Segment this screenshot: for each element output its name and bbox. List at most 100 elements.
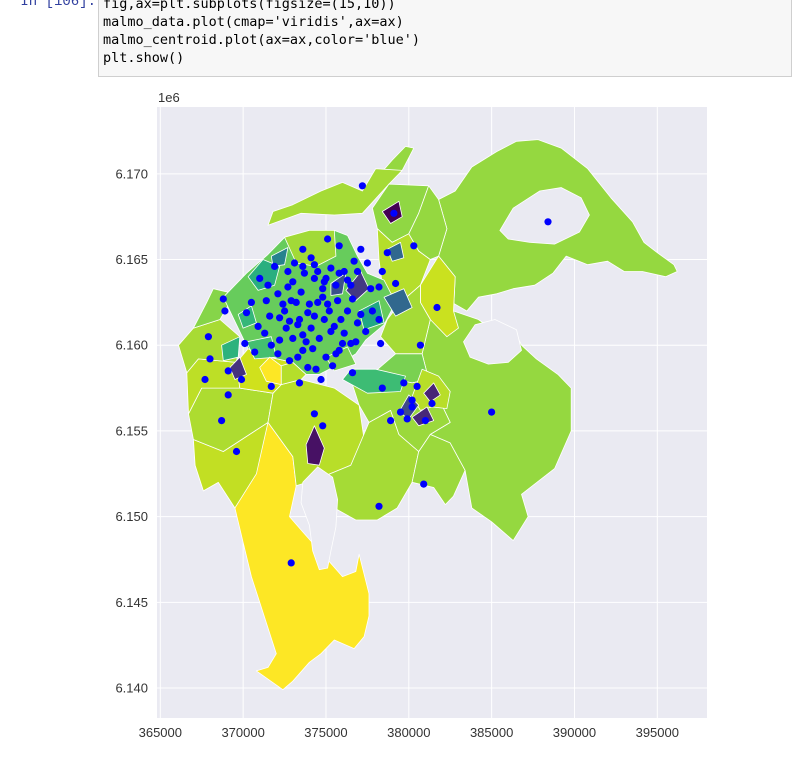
y-offset-text: 1e6 — [158, 90, 180, 105]
centroid-point — [310, 274, 318, 282]
centroid-point — [218, 417, 226, 425]
code-line-4: plt.show() — [103, 50, 185, 66]
region-dark-11 — [423, 382, 441, 403]
centroid-points — [201, 182, 552, 567]
centroid-point — [300, 269, 308, 277]
hole-south-hole — [300, 466, 339, 571]
region-dark-3 — [229, 356, 247, 380]
centroid-point — [358, 182, 366, 190]
centroid-point — [375, 315, 383, 324]
centroid-point — [299, 331, 307, 339]
centroid-point — [375, 502, 383, 510]
centroid-point — [204, 333, 212, 341]
centroid-point — [221, 307, 229, 315]
region-strip-teal — [342, 368, 406, 394]
centroid-point — [237, 375, 246, 384]
centroid-point — [327, 327, 335, 336]
centroid-point — [378, 267, 386, 276]
centroid-point — [314, 298, 322, 306]
code-cell[interactable]: fig,ax=plt.subplots(figsize=(15,10)) mal… — [98, 0, 792, 77]
centroid-point — [350, 257, 358, 265]
centroid-point — [219, 295, 227, 303]
centroid-point — [285, 357, 294, 365]
centroid-point — [410, 242, 418, 250]
centroid-point — [433, 303, 441, 312]
centroid-point — [375, 283, 383, 291]
centroid-point — [324, 300, 332, 308]
region-dark-5 — [305, 425, 325, 466]
centroid-point — [343, 276, 352, 284]
centroid-point — [290, 259, 299, 267]
centroid-point — [347, 281, 355, 289]
centroid-point — [297, 288, 305, 296]
centroid-point — [274, 290, 282, 298]
centroid-point — [310, 410, 318, 418]
region-north-5 — [408, 185, 448, 260]
centroid-point — [310, 312, 318, 320]
centroid-point — [276, 314, 284, 322]
y-tick-label: 6.155 — [115, 423, 148, 438]
centroid-point — [242, 309, 251, 317]
centroid-point — [284, 267, 292, 276]
centroid-point — [294, 321, 302, 329]
centroid-point — [378, 384, 386, 392]
centroid-point — [289, 278, 297, 286]
region-dark-9 — [270, 247, 289, 267]
region-south-yellow — [217, 421, 370, 691]
centroid-point — [408, 396, 416, 404]
centroid-point — [348, 295, 357, 303]
region-center-d — [221, 336, 241, 362]
centroid-point — [320, 315, 328, 324]
centroid-point — [279, 300, 287, 308]
y-tick-label: 6.170 — [115, 166, 148, 181]
centroid-point — [319, 293, 327, 301]
centroid-point — [285, 317, 294, 325]
centroid-point — [337, 315, 345, 324]
centroid-point — [201, 375, 209, 384]
centroid-point — [396, 408, 405, 416]
centroid-point — [276, 336, 284, 344]
centroid-point — [362, 327, 370, 336]
centroid-point — [338, 339, 347, 348]
region-holes — [300, 187, 590, 571]
centroid-point — [420, 480, 428, 488]
y-tick-label: 6.160 — [115, 338, 148, 353]
centroid-point — [267, 382, 275, 390]
centroid-point — [317, 375, 325, 384]
centroid-point — [421, 417, 429, 425]
centroid-point — [224, 367, 232, 375]
centroid-point — [304, 363, 312, 372]
x-tick-label: 375000 — [304, 725, 347, 740]
region-dark-2 — [383, 288, 413, 317]
centroid-point — [302, 338, 310, 346]
centroid-point — [284, 283, 292, 291]
cell-prompt: In [106]: — [20, 0, 96, 10]
centroid-point — [319, 422, 327, 430]
centroid-point — [295, 379, 304, 387]
x-tick-label: 365000 — [139, 725, 182, 740]
y-tick-label: 6.145 — [115, 595, 148, 610]
centroid-point — [299, 245, 307, 253]
centroid-point — [322, 274, 330, 282]
region-dark-8 — [386, 241, 405, 262]
y-tick-label: 6.165 — [115, 252, 148, 267]
centroid-point — [335, 242, 343, 250]
centroid-point — [309, 345, 317, 353]
centroid-point — [428, 399, 436, 408]
centroid-point — [325, 307, 333, 315]
centroid-point — [281, 307, 289, 315]
centroid-point — [247, 298, 255, 306]
centroid-point — [312, 365, 320, 373]
code-line-1: fig,ax=plt.subplots(figsize=(15,10)) — [103, 0, 396, 12]
centroid-point — [310, 261, 318, 269]
centroid-point — [315, 334, 323, 342]
centroid-point — [329, 362, 337, 370]
centroid-point — [367, 285, 375, 293]
centroid-point — [544, 218, 552, 226]
centroid-point — [357, 310, 365, 318]
centroid-point — [294, 353, 302, 361]
centroid-point — [262, 297, 270, 305]
centroid-point — [307, 254, 315, 262]
x-tick-label: 390000 — [553, 725, 596, 740]
